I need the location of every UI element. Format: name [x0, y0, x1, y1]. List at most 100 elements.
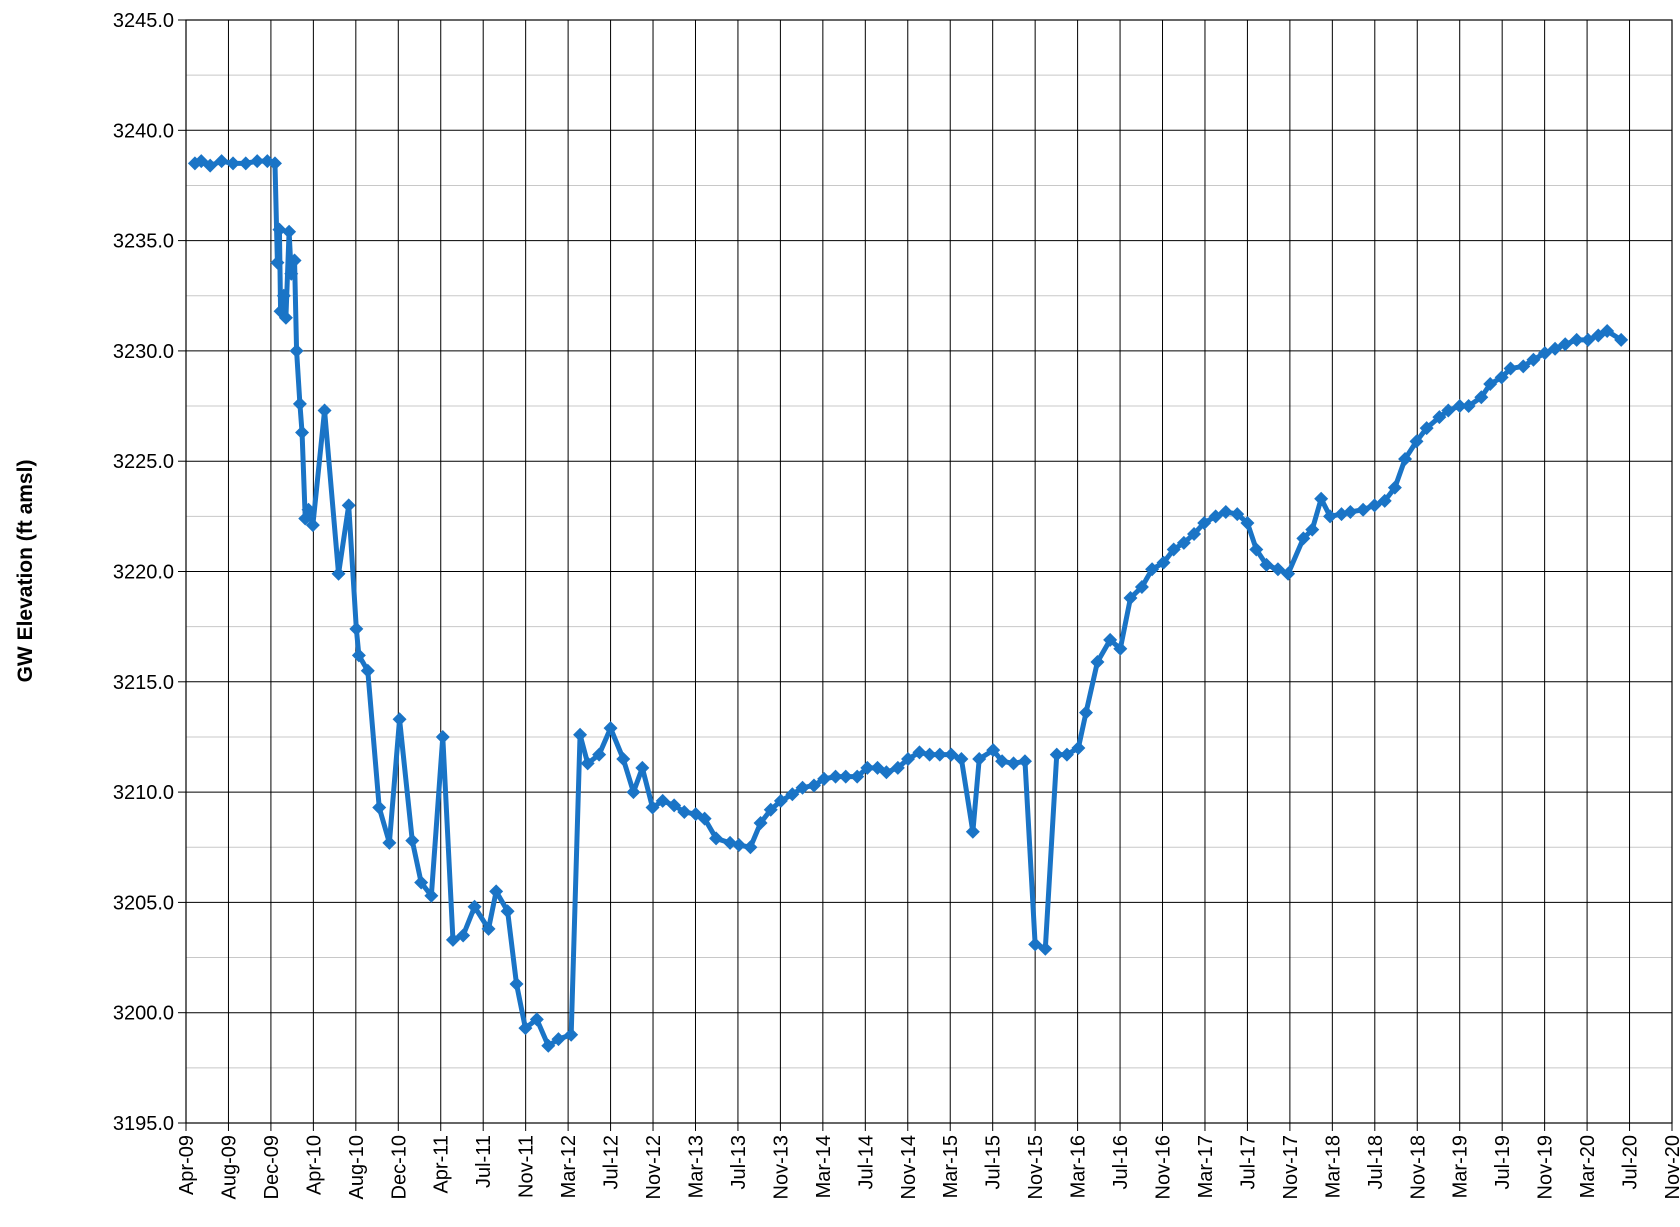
x-tick-label: Mar-18: [1322, 1135, 1344, 1198]
x-tick-label: Mar-16: [1068, 1135, 1090, 1198]
data-marker: [860, 760, 875, 775]
data-marker: [500, 904, 515, 919]
data-marker: [445, 932, 460, 947]
data-marker: [1134, 579, 1149, 594]
x-tick-label: Jul-14: [855, 1135, 877, 1189]
data-marker: [351, 648, 366, 663]
data-marker: [1296, 531, 1311, 546]
data-marker: [1230, 507, 1245, 522]
data-marker: [287, 253, 302, 268]
y-tick-label: 3205.0: [113, 892, 174, 914]
data-marker: [763, 802, 778, 817]
x-tick-label: Mar-15: [940, 1135, 962, 1198]
data-marker: [1071, 740, 1086, 755]
data-marker: [424, 888, 439, 903]
data-marker: [965, 824, 980, 839]
data-marker: [1558, 337, 1573, 352]
data-marker: [341, 498, 356, 513]
y-tick-label: 3225.0: [113, 451, 174, 473]
data-marker: [1409, 434, 1424, 449]
data-marker: [282, 224, 297, 239]
data-marker: [616, 752, 631, 767]
data-marker: [278, 310, 293, 325]
x-tick-label: Nov-19: [1535, 1135, 1557, 1199]
data-marker: [1270, 562, 1285, 577]
y-tick-label: 3230.0: [113, 341, 174, 363]
data-marker: [1176, 535, 1191, 550]
data-marker: [1314, 491, 1329, 506]
y-tick-label: 3235.0: [113, 231, 174, 253]
data-marker: [1356, 502, 1371, 517]
data-marker: [731, 838, 746, 853]
x-tick-label: Aug-10: [346, 1135, 368, 1200]
data-marker: [392, 712, 407, 727]
data-marker: [1398, 451, 1413, 466]
data-marker: [677, 804, 692, 819]
data-marker: [518, 1021, 533, 1036]
data-marker: [1197, 515, 1212, 530]
data-marker: [1377, 493, 1392, 508]
data-marker: [709, 831, 724, 846]
data-marker: [806, 778, 821, 793]
data-marker: [372, 800, 387, 815]
data-marker: [995, 754, 1010, 769]
data-marker: [932, 747, 947, 762]
data-marker: [1343, 504, 1358, 519]
data-marker: [284, 266, 299, 281]
data-marker: [238, 156, 253, 171]
data-marker: [276, 288, 291, 303]
x-tick-label: Jul-20: [1620, 1135, 1642, 1189]
data-marker: [1038, 941, 1053, 956]
data-marker: [1614, 332, 1629, 347]
x-tick-label: Nov-18: [1407, 1135, 1429, 1199]
data-marker: [1103, 632, 1118, 647]
data-marker: [1090, 654, 1105, 669]
data-marker: [743, 840, 758, 855]
data-marker: [1166, 542, 1181, 557]
x-tick-label: Apr-10: [303, 1135, 325, 1195]
data-marker: [456, 928, 471, 943]
data-marker: [1187, 526, 1202, 541]
data-marker: [1441, 403, 1456, 418]
x-tick-label: Jul-16: [1110, 1135, 1132, 1189]
data-marker: [270, 255, 285, 270]
data-marker: [414, 875, 429, 890]
x-tick-label: Jul-19: [1492, 1135, 1514, 1189]
data-marker: [1483, 376, 1498, 391]
data-marker: [250, 154, 265, 169]
data-marker: [1006, 756, 1021, 771]
data-marker: [1600, 324, 1615, 339]
y-tick-label: 3245.0: [113, 10, 174, 32]
x-tick-label: Jul-17: [1237, 1135, 1259, 1189]
y-axis-label: GW Elevation (ft amsl): [14, 460, 37, 683]
data-marker: [817, 771, 832, 786]
data-marker: [272, 222, 287, 237]
data-marker: [382, 835, 397, 850]
data-marker: [214, 154, 229, 169]
x-tick-label: Jul-18: [1365, 1135, 1387, 1189]
data-marker: [301, 502, 316, 517]
data-marker: [481, 921, 496, 936]
data-marker: [305, 518, 320, 533]
data-marker: [850, 769, 865, 784]
data-marker: [1432, 410, 1447, 425]
data-marker: [1452, 399, 1467, 414]
x-tick-label: Nov-20: [1662, 1135, 1680, 1199]
data-marker: [1581, 332, 1596, 347]
y-tick-label: 3200.0: [113, 1003, 174, 1025]
data-marker: [1367, 498, 1382, 513]
data-marker: [435, 729, 450, 744]
data-marker: [592, 747, 607, 762]
data-marker: [1078, 705, 1093, 720]
data-marker: [226, 156, 241, 171]
x-tick-label: Dec-10: [388, 1135, 410, 1199]
x-tick-label: Jul-12: [601, 1135, 623, 1189]
data-marker: [890, 760, 905, 775]
data-marker: [580, 756, 595, 771]
x-tick-label: Apr-09: [176, 1135, 198, 1195]
data-marker: [1569, 332, 1584, 347]
x-tick-label: Aug-09: [218, 1135, 240, 1200]
data-marker: [509, 977, 524, 992]
data-marker: [635, 760, 650, 775]
